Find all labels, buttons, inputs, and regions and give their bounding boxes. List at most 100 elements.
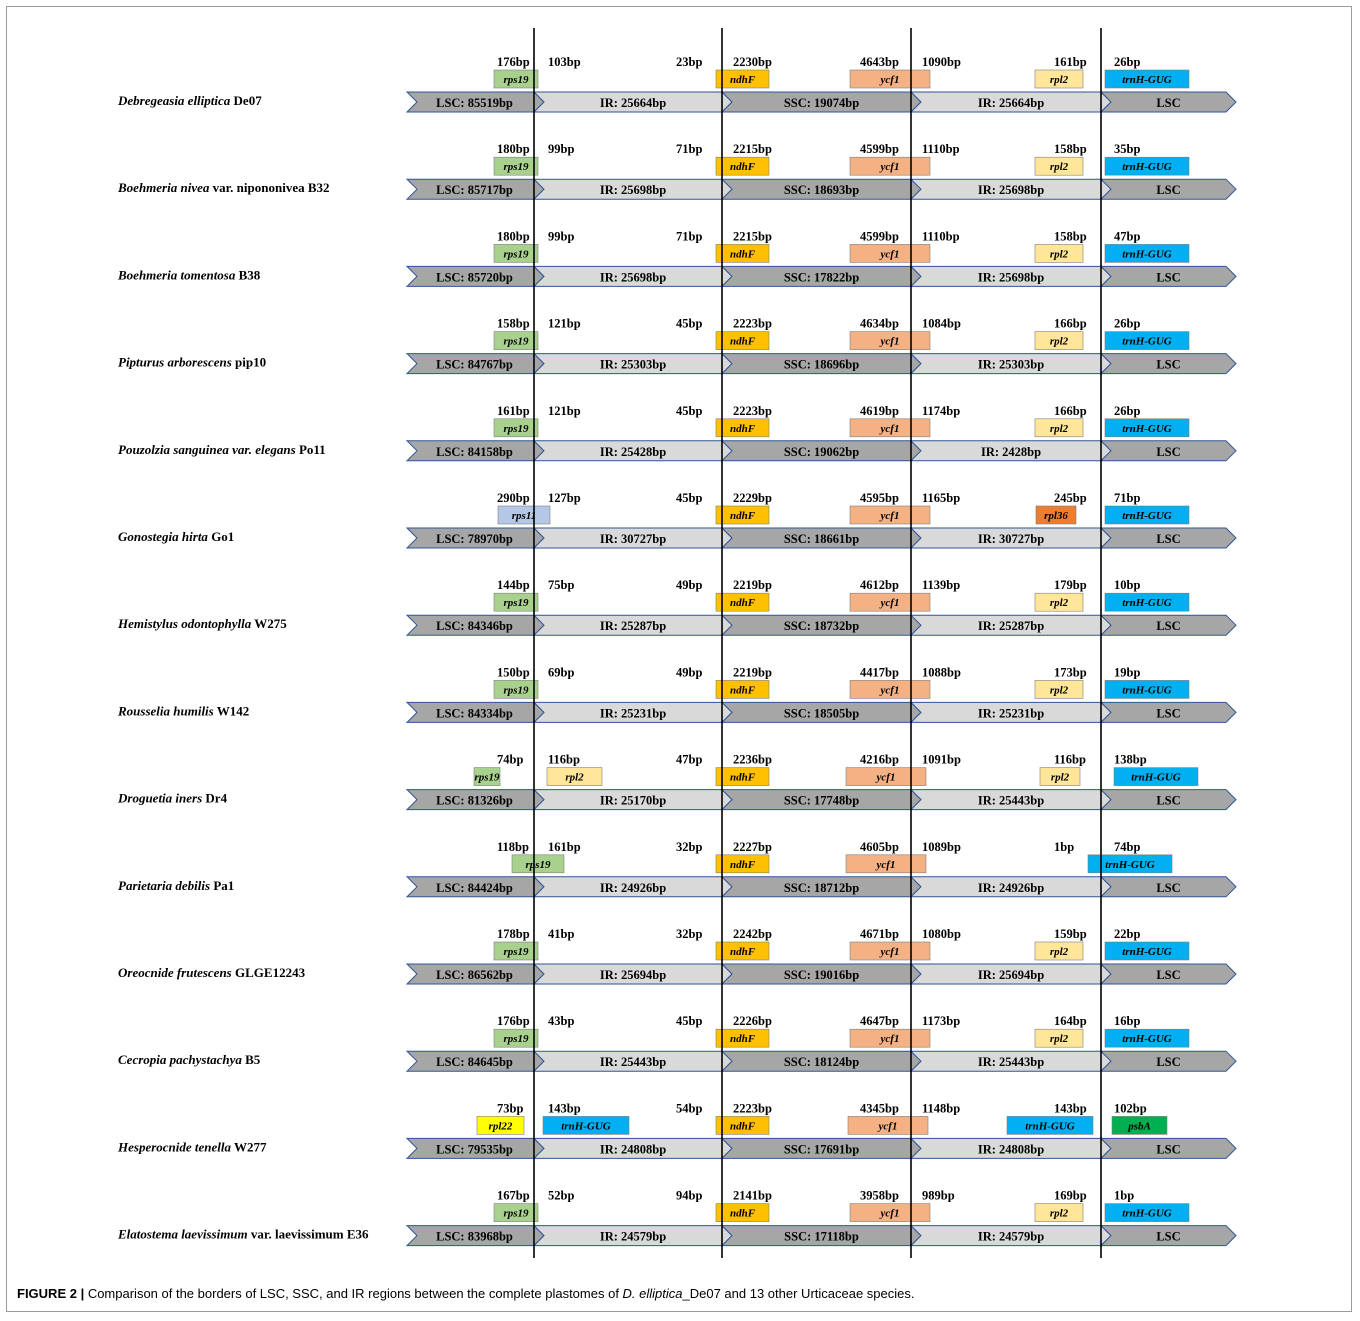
gene-name: ycf1 — [879, 423, 900, 435]
species-binomial: Rousselia humilis — [117, 703, 214, 718]
species-row: Rousselia humilis W142 150bp 69bp 49bp 2219b… — [117, 665, 1237, 723]
species-code: E36 — [344, 1227, 369, 1242]
gene-box-rps19 — [493, 1028, 539, 1048]
lsc-end-segment-label: LSC — [1156, 968, 1180, 982]
lsc-end-segment-label: LSC — [1156, 1230, 1180, 1244]
gene-box-ndhf — [715, 244, 770, 263]
bp-label: 180bp — [497, 229, 530, 243]
bp-label: 121bp — [548, 404, 581, 418]
gene-box-ycf1 — [849, 244, 931, 263]
bp-label: 144bp — [497, 578, 530, 592]
gene-box-rpl2 — [1034, 69, 1084, 89]
bp-label: 43bp — [548, 1014, 574, 1028]
bp-label: 116bp — [1054, 753, 1086, 767]
gene-name: ndhF — [730, 1208, 756, 1220]
lsc-end-segment — [1099, 440, 1237, 462]
lsc-segment-label: LSC: 79535bp — [436, 1142, 513, 1156]
bp-label: 74bp — [1114, 840, 1140, 854]
bp-label: 2223bp — [733, 1101, 772, 1115]
gene-box-rpl22 — [476, 1116, 525, 1135]
bp-label: 2229bp — [733, 491, 772, 505]
bp-label: 158bp — [1054, 229, 1087, 243]
bp-label: 4671bp — [860, 927, 899, 941]
gene-box-ndhf — [715, 1116, 770, 1135]
species-code: De07 — [230, 93, 262, 108]
bp-label: 158bp — [1054, 142, 1087, 156]
gene-box-trnh-gug — [1104, 1203, 1190, 1222]
gene-name: trnH-GUG — [1122, 336, 1172, 348]
gene-box-ycf1 — [849, 680, 931, 699]
bp-label: 2223bp — [733, 317, 772, 331]
gene-box-ndhf — [715, 680, 770, 699]
species-name: Oreocnide frutescens GLGE12243 — [118, 965, 306, 980]
species-row: Oreocnide frutescens GLGE12243 178bp 41bp 3… — [118, 927, 1237, 985]
lsc-end-segment — [1099, 963, 1237, 985]
species-name: Boehmeria nivea var. nipononivea B32 — [117, 180, 330, 195]
lsc-end-segment — [1099, 1050, 1237, 1072]
gene-name: trnH-GUG — [1105, 859, 1155, 871]
ssc-segment-label: SSC: 17691bp — [784, 1142, 859, 1156]
bp-label: 45bp — [676, 1014, 702, 1028]
gene-box-ycf1 — [849, 69, 931, 89]
species-code: Dr4 — [202, 791, 227, 806]
bp-label: 1139bp — [922, 578, 960, 592]
bp-label: 32bp — [676, 840, 702, 854]
caption-species: D. elliptica — [622, 1286, 683, 1301]
bp-label: 74bp — [497, 753, 523, 767]
bp-label: 41bp — [548, 927, 574, 941]
ir-b-segment-label: IR: 25443bp — [978, 1055, 1044, 1069]
gene-name: ndhF — [730, 859, 756, 871]
species-row: Pipturus arborescens pip10 158bp 121bp 45bp… — [118, 317, 1237, 375]
bp-label: 49bp — [676, 665, 702, 679]
ir-a-segment-label: IR: 25303bp — [600, 358, 666, 372]
ir-a-segment-label: IR: 25664bp — [600, 96, 666, 110]
bp-label: 4595bp — [860, 491, 899, 505]
bp-label: 71bp — [676, 142, 702, 156]
gene-box-rpl2 — [1034, 156, 1084, 176]
bp-label: 2215bp — [733, 142, 772, 156]
ir-b-segment-label: IR: 25664bp — [978, 96, 1044, 110]
bp-label: 178bp — [497, 927, 530, 941]
bp-label: 138bp — [1114, 753, 1147, 767]
species-row: Elatostema laevissimum var. laevissimum … — [117, 1189, 1237, 1247]
gene-box-ycf1 — [849, 1203, 931, 1222]
gene-name: rpl2 — [1050, 74, 1069, 86]
gene-box-ndhf — [715, 941, 770, 961]
gene-name: rpl2 — [1050, 1033, 1069, 1045]
species-binomial: Pipturus arborescens — [118, 355, 232, 370]
bp-label: 179bp — [1054, 578, 1087, 592]
gene-name: ycf1 — [879, 597, 900, 609]
bp-label: 16bp — [1114, 1014, 1140, 1028]
ir-a-segment-label: IR: 25170bp — [600, 794, 666, 808]
gene-box-rps19 — [493, 592, 539, 612]
species-name: Pipturus arborescens pip10 — [118, 355, 266, 370]
gene-box-rpl2 — [1034, 1028, 1084, 1048]
bp-label: 26bp — [1114, 317, 1140, 331]
gene-box-ndhf — [715, 767, 770, 786]
gene-box-trnh-gug — [1104, 331, 1190, 350]
bp-label: 2215bp — [733, 229, 772, 243]
gene-name: rpl2 — [1050, 684, 1069, 696]
lsc-end-segment-label: LSC — [1156, 270, 1180, 284]
gene-box-ycf1 — [849, 1028, 931, 1048]
species-binomial: Boehmeria tomentosa — [117, 267, 236, 282]
species-rows: Debregeasia elliptica De07 176bp 103bp 23bp… — [117, 55, 1237, 1247]
ir-a-segment-label: IR: 25287bp — [600, 619, 666, 633]
bp-label: 180bp — [497, 142, 530, 156]
lsc-end-segment — [1099, 614, 1237, 636]
gene-box-ycf1 — [847, 1116, 929, 1135]
gene-box-ndhf — [715, 854, 770, 874]
figure-frame — [6, 6, 1352, 1312]
gene-name: rpl2 — [1050, 1208, 1069, 1220]
ssc-segment-label: SSC: 19074bp — [784, 96, 859, 110]
gene-name: trnH-GUG — [1025, 1120, 1075, 1132]
ir-b-segment-label: IR: 25231bp — [978, 706, 1044, 720]
ir-b-segment-label: IR: 30727bp — [978, 532, 1044, 546]
gene-name: rpl2 — [1050, 946, 1069, 958]
gene-box-ndhf — [715, 505, 770, 525]
gene-name: rps19 — [503, 423, 529, 435]
bp-label: 52bp — [548, 1189, 574, 1203]
gene-box-trnh-gug — [1104, 244, 1190, 263]
ssc-segment-label: SSC: 17748bp — [784, 794, 859, 808]
lsc-segment-label: LSC: 86562bp — [436, 968, 513, 982]
